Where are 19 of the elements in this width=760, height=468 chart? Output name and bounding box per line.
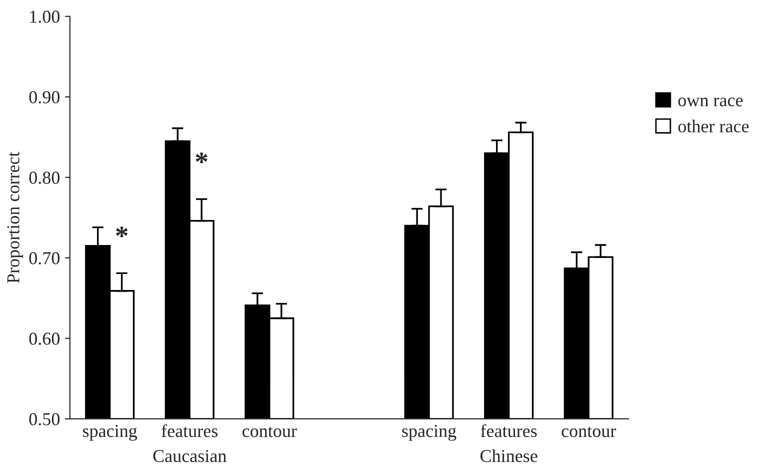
y-tick-label: 0.80	[29, 172, 60, 184]
y-tick-label: 0.90	[29, 91, 60, 104]
legend-label: own race	[678, 98, 743, 106]
legend-label: other race	[678, 120, 749, 132]
x-tick-label: contour	[562, 426, 616, 438]
x-tick-label: features	[480, 424, 537, 438]
x-tick-label: spacing	[402, 424, 456, 441]
text: Chinese	[480, 449, 538, 462]
annotation: *	[196, 152, 208, 164]
x-tick-label: spacing	[82, 424, 138, 441]
annotation: *	[116, 226, 128, 238]
y-tick-label: 0.70	[29, 252, 60, 264]
y-axis-title: Proportion correct	[7, 152, 24, 284]
x-tick-label: contour	[242, 426, 297, 438]
y-tick-label: 0.50	[29, 413, 60, 426]
x-tick-label: features	[162, 424, 218, 438]
text: Caucasian	[153, 450, 226, 462]
y-tick-label: 1.00	[30, 10, 60, 23]
y-tick-label: 0.60	[29, 332, 60, 345]
